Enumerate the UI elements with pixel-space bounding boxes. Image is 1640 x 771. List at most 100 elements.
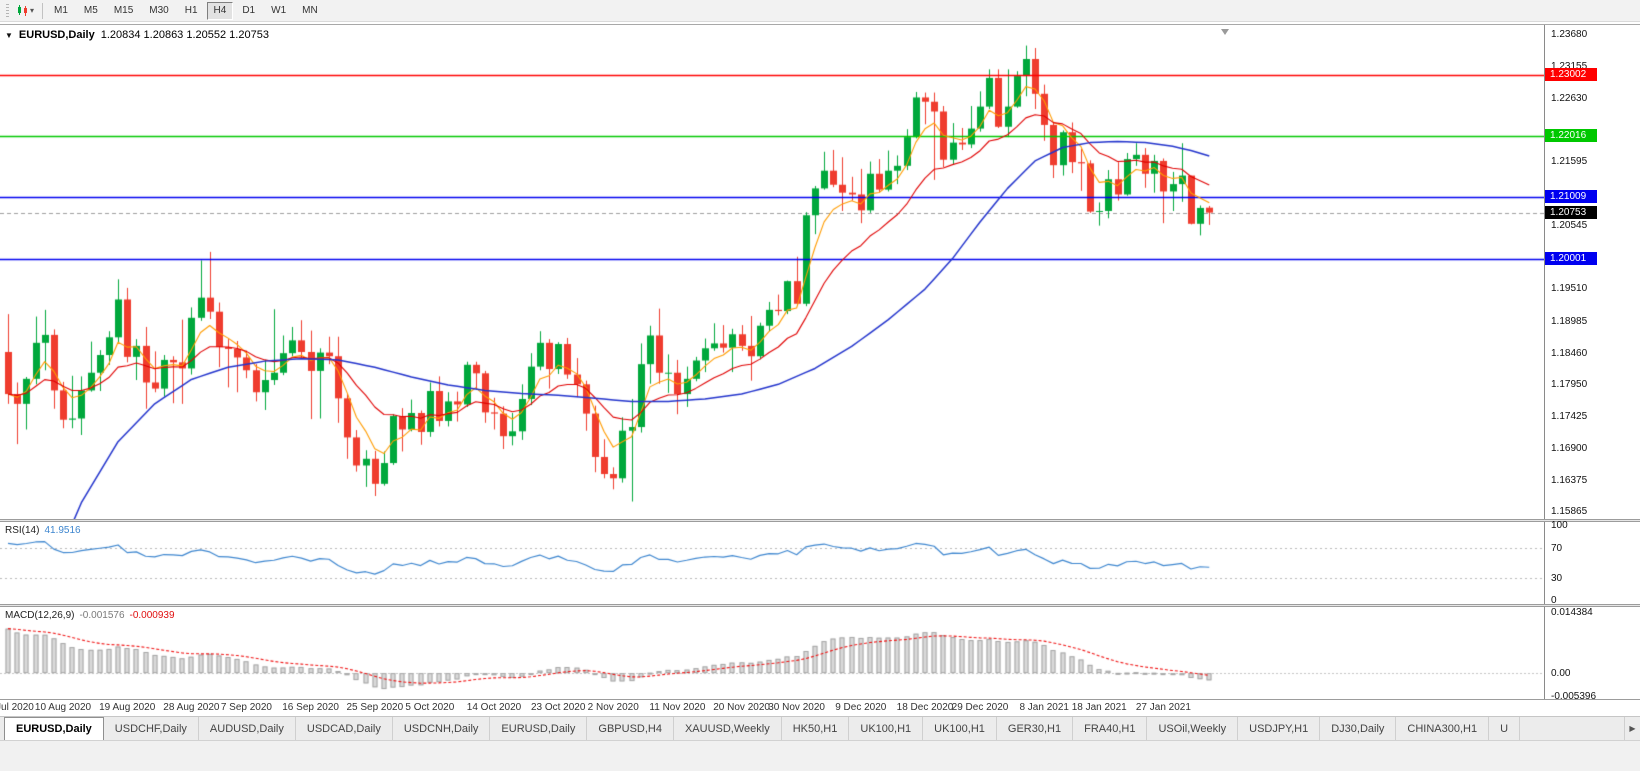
price-chart-canvas[interactable] <box>0 25 1544 520</box>
chart-tab-xauusd-weekly[interactable]: XAUUSD,Weekly <box>674 717 782 740</box>
date-tick: 7 Sep 2020 <box>220 702 272 713</box>
price-axis[interactable]: 1.23680 1.23155 1.22630 1.21595 1.20545 1.195… <box>1544 25 1640 519</box>
date-tick: 31 Jul 2020 <box>0 702 34 713</box>
timeframe-button-m15[interactable]: M15 <box>113 5 134 16</box>
timeframe-button-mn[interactable]: MN <box>302 5 318 16</box>
chart-tab-hk50-h1[interactable]: HK50,H1 <box>782 717 850 740</box>
rsi-value: 41.9516 <box>44 525 81 536</box>
date-tick: 11 Nov 2020 <box>649 702 706 713</box>
date-tick: 29 Dec 2020 <box>951 702 1009 713</box>
macd-axis[interactable]: 0.014384 0.00 -0.005396 <box>1544 607 1640 702</box>
chart-tab-dj30-daily[interactable]: DJ30,Daily <box>1320 717 1397 740</box>
date-tick: 5 Oct 2020 <box>405 702 455 713</box>
timeframe-button-m30[interactable]: M30 <box>149 5 169 16</box>
macd-tick: 0.00 <box>1551 668 1571 680</box>
price-tick: 1.23155 <box>1551 61 1588 73</box>
date-tick: 10 Aug 2020 <box>34 702 92 713</box>
toolbar-grip[interactable] <box>6 3 9 18</box>
macd-label: MACD(12,26,9) <box>5 610 75 621</box>
hline-price-label: 1.21009 <box>1545 189 1597 203</box>
date-tick: 19 Aug 2020 <box>99 702 156 713</box>
price-tick: 1.17950 <box>1551 378 1588 390</box>
timeframe-button-w1[interactable]: W1 <box>271 5 287 16</box>
macd-tick: -0.005396 <box>1551 691 1597 702</box>
chart-tab-u[interactable]: U <box>1489 717 1521 740</box>
macd-panel: MACD(12,26,9) -0.001576 -0.000939 0.0143… <box>0 607 1640 702</box>
chart-tab-usdcad-daily[interactable]: USDCAD,Daily <box>296 717 393 740</box>
price-tick: 1.18460 <box>1551 347 1588 359</box>
chart-tabs-list: EURUSD,Daily USDCHF,Daily AUDUSD,Daily USDC… <box>0 717 1640 740</box>
rsi-canvas[interactable] <box>0 522 1544 604</box>
macd-title: MACD(12,26,9) -0.001576 -0.000939 <box>5 610 175 621</box>
chart-tab-usdcnh-daily[interactable]: USDCNH,Daily <box>393 717 491 740</box>
chart-tab-eurusd-daily[interactable]: EURUSD,Daily <box>490 717 588 740</box>
price-tick: 1.22630 <box>1551 93 1588 105</box>
chevron-down-icon: ▾ <box>30 6 35 15</box>
date-tick: 28 Aug 2020 <box>163 702 220 713</box>
timeframe-button-h4[interactable]: H4 <box>206 1 234 20</box>
rsi-tick: 30 <box>1551 572 1563 584</box>
date-tick: 8 Jan 2021 <box>1019 702 1069 713</box>
rsi-tick: 100 <box>1551 520 1568 531</box>
date-tick: 16 Sep 2020 <box>282 702 339 713</box>
price-tick: 1.15865 <box>1551 505 1588 517</box>
tabs-scroll-right-icon[interactable]: ▶ <box>1624 717 1640 740</box>
chart-tabs: EURUSD,Daily USDCHF,Daily AUDUSD,Daily USDC… <box>0 716 1640 740</box>
chart-tab-uk100-h1[interactable]: UK100,H1 <box>923 717 997 740</box>
chart-tab-audusd-daily[interactable]: AUDUSD,Daily <box>199 717 296 740</box>
panel-divider[interactable] <box>0 604 1640 607</box>
timeframe-buttons: M1 M5 M15 M30 H1 H4 D1 W1 MN <box>47 1 325 20</box>
date-tick: 25 Sep 2020 <box>346 702 404 713</box>
timeframe-button-h1[interactable]: H1 <box>184 5 198 16</box>
chart-tab-usdjpy-h1[interactable]: USDJPY,H1 <box>1238 717 1321 740</box>
rsi-axis[interactable]: 100 70 30 0 <box>1544 520 1640 606</box>
price-tick: 1.16375 <box>1551 474 1588 486</box>
chart-tab-usdchf-daily[interactable]: USDCHF,Daily <box>104 717 199 740</box>
chart-tab-usoil-weekly[interactable]: USOil,Weekly <box>1147 717 1239 740</box>
chart-ohlc-values: 1.20834 1.20863 1.20552 1.20753 <box>100 29 269 41</box>
price-tick: 1.21595 <box>1551 156 1588 168</box>
chart-tab-ger30-h1[interactable]: GER30,H1 <box>997 717 1074 740</box>
date-tick: 23 Oct 2020 <box>530 702 586 713</box>
current-price-label: 1.20753 <box>1545 205 1597 219</box>
chart-tab-eurusd-daily[interactable]: EURUSD,Daily <box>4 717 104 740</box>
chart-tab-uk100-h1[interactable]: UK100,H1 <box>849 717 924 740</box>
macd-signal-value: -0.000939 <box>129 610 175 621</box>
chart-shift-marker[interactable] <box>1221 29 1230 35</box>
toolbar-separator <box>42 2 44 19</box>
rsi-panel: RSI(14) 41.9516 100 70 30 0 <box>0 520 1640 606</box>
rsi-label: RSI(14) <box>5 525 40 536</box>
date-tick: 14 Oct 2020 <box>466 702 522 713</box>
chart-title: ▼ EURUSD,Daily 1.20834 1.20863 1.20552 1… <box>5 29 269 41</box>
price-tick: 1.19510 <box>1551 283 1588 295</box>
timeframe-button-m5[interactable]: M5 <box>83 5 98 16</box>
hline-price-label: 1.22016 <box>1545 128 1597 142</box>
chart-tab-fra40-h1[interactable]: FRA40,H1 <box>1073 717 1148 740</box>
timeframe-button-d1[interactable]: D1 <box>242 5 256 16</box>
candlestick-icon <box>18 5 27 16</box>
date-tick: 30 Nov 2020 <box>768 702 825 713</box>
rsi-tick: 0 <box>1551 595 1557 606</box>
hline-price-label: 1.20001 <box>1545 251 1597 265</box>
price-tick: 1.17425 <box>1551 410 1588 422</box>
rsi-title: RSI(14) 41.9516 <box>5 525 81 536</box>
rsi-tick: 70 <box>1551 542 1563 554</box>
macd-canvas[interactable] <box>0 607 1544 699</box>
price-tick: 1.20545 <box>1551 220 1588 232</box>
symbol-dropdown-icon[interactable]: ▼ <box>5 30 13 40</box>
price-tick: 1.23680 <box>1551 28 1588 40</box>
date-tick: 2 Nov 2020 <box>587 702 639 713</box>
date-tick: 18 Jan 2021 <box>1071 702 1127 713</box>
timeframe-button-m1[interactable]: M1 <box>54 5 68 16</box>
chart-tab-gbpusd-h4[interactable]: GBPUSD,H4 <box>587 717 674 740</box>
toolbar-timeframes: ▾ M1 M5 M15 M30 H1 H4 D1 W1 MN <box>0 0 1640 22</box>
price-tick: 1.16900 <box>1551 442 1588 454</box>
panel-divider[interactable] <box>0 519 1640 522</box>
chart-symbol-label: EURUSD,Daily <box>18 29 95 41</box>
chart-type-dropdown[interactable]: ▾ <box>12 2 38 20</box>
chart-tab-china300-h1[interactable]: CHINA300,H1 <box>1396 717 1490 740</box>
date-tick: 9 Dec 2020 <box>835 702 887 713</box>
status-bar <box>0 740 1640 771</box>
